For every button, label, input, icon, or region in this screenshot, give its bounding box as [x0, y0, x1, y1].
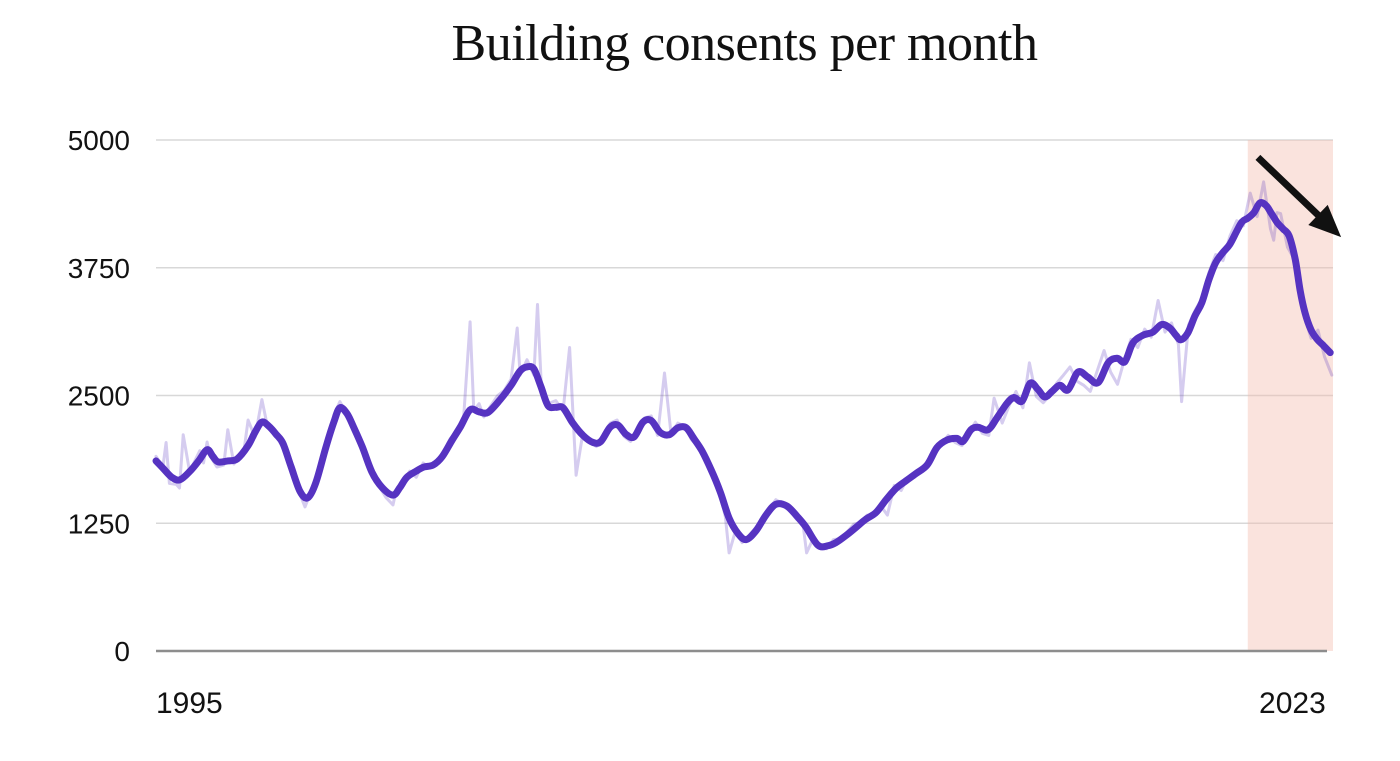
decline-arrow-shaft	[1255, 154, 1325, 222]
y-axis-tick-label: 3750	[68, 253, 130, 284]
chart-title: Building consents per month	[451, 15, 1038, 72]
x-axis-tick-label: 2023	[1259, 687, 1326, 720]
y-axis-tick-label: 1250	[68, 508, 130, 539]
series-line-trend	[152, 199, 1334, 551]
y-axis-tick-label: 0	[114, 636, 130, 667]
y-axis-tick-label: 2500	[68, 381, 130, 412]
series-line-monthly	[154, 180, 1334, 555]
decline-arrow-head-icon	[1308, 204, 1342, 238]
y-axis-tick-label: 5000	[68, 125, 130, 156]
x-axis-tick-label: 1995	[156, 687, 223, 720]
